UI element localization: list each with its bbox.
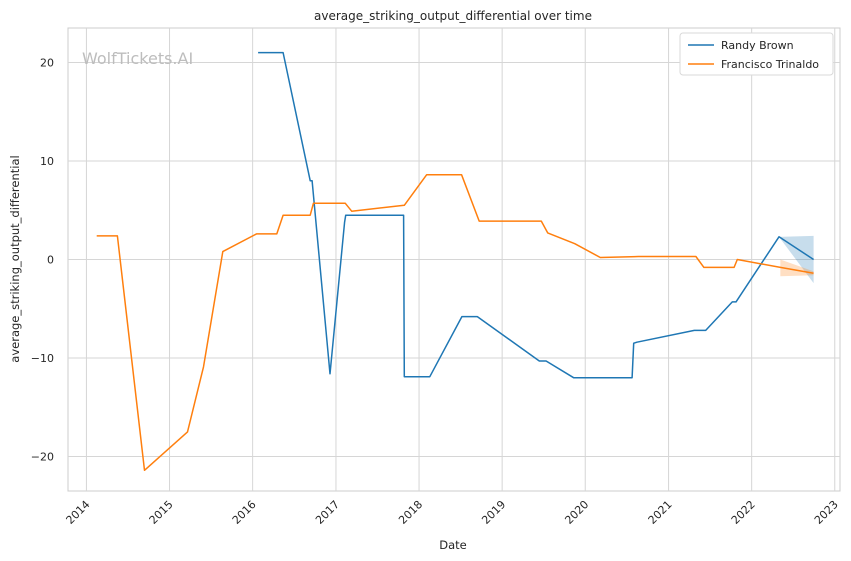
y-tick-label-10: 10 <box>40 155 54 168</box>
legend-label-francisco-trinaldo: Francisco Trinaldo <box>721 58 819 71</box>
y-tick-label--20: −20 <box>31 451 54 464</box>
series-line-randy-brown <box>258 51 815 379</box>
series-line-francisco-trinaldo <box>96 174 814 472</box>
y-axis-ticks: −20 −10 0 10 20 <box>31 56 54 463</box>
x-axis-label: Date <box>439 538 467 552</box>
y-tick-label-20: 20 <box>40 56 54 69</box>
legend-label-randy-brown: Randy Brown <box>721 39 794 52</box>
y-tick-label--10: −10 <box>31 352 54 365</box>
watermark: WolfTickets.AI <box>82 49 193 68</box>
y-tick-label-0: 0 <box>47 254 54 267</box>
legend: Randy Brown Francisco Trinaldo <box>679 32 834 76</box>
legend-box <box>679 32 834 76</box>
grid <box>68 28 840 491</box>
series-lines <box>96 51 815 472</box>
chart-title: average_striking_output_differential ove… <box>314 9 592 23</box>
y-axis-label: average_striking_output_differential <box>8 155 22 362</box>
